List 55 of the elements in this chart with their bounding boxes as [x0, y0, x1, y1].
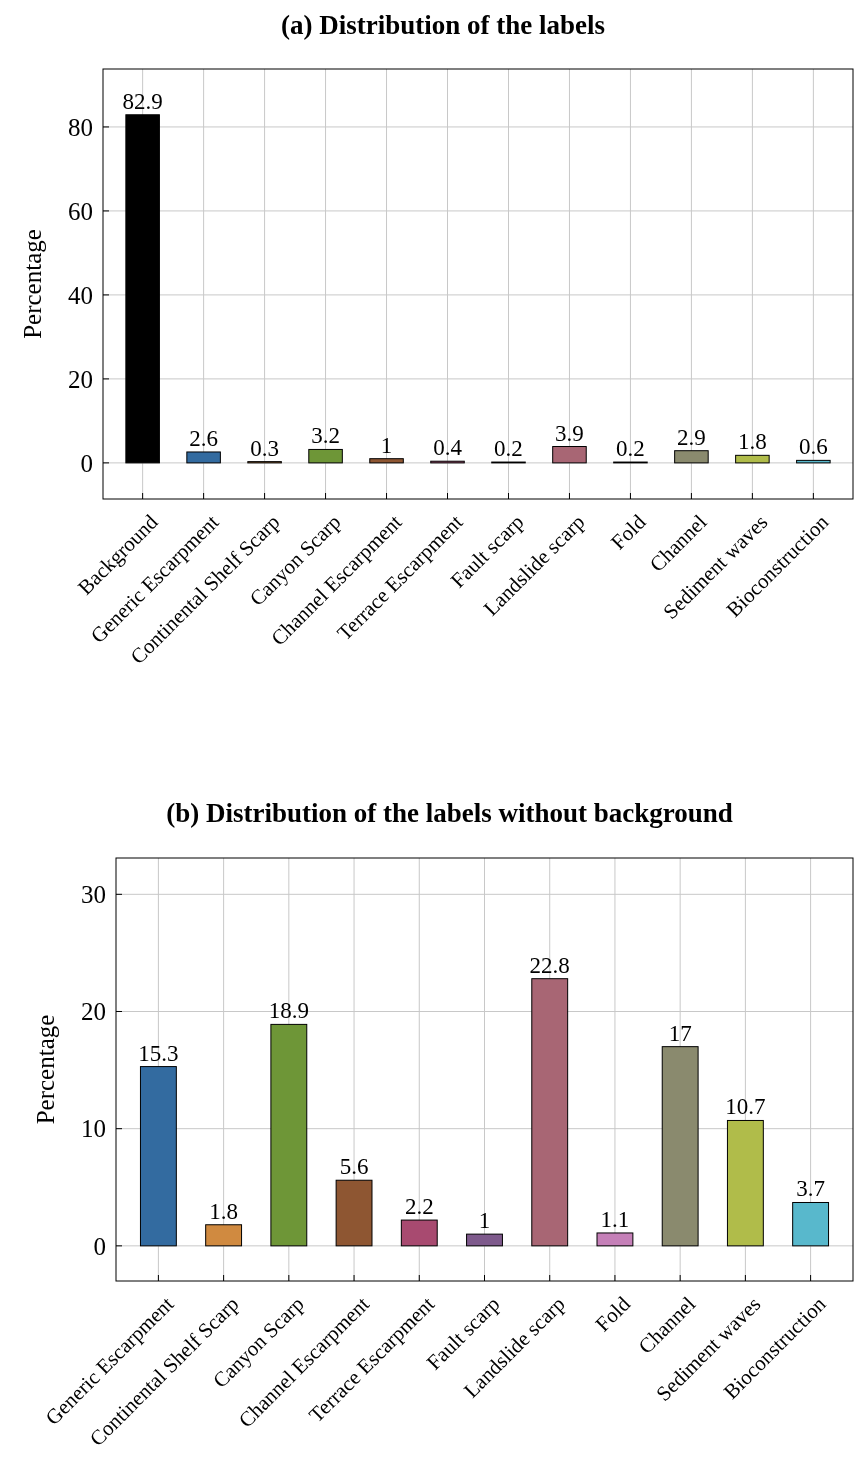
y-axis-title: Percentage [19, 229, 46, 339]
data-label: 82.9 [122, 88, 163, 114]
data-label: 1.8 [209, 1198, 238, 1224]
y-tick-label: 30 [81, 881, 106, 909]
data-label: 5.6 [339, 1154, 369, 1180]
bar [796, 459, 831, 464]
bar [596, 1232, 634, 1247]
bar [735, 454, 770, 464]
data-label: 0.3 [250, 435, 279, 461]
data-label: 3.7 [796, 1176, 825, 1202]
chart-title: (a) Distribution of the labels [281, 10, 605, 40]
data-label: 2.9 [677, 424, 706, 450]
data-label: 0.2 [616, 436, 645, 462]
bar [335, 1179, 373, 1247]
y-tick-label: 0 [80, 449, 93, 477]
y-tick-label: 60 [68, 197, 93, 225]
data-label: 0.4 [433, 435, 463, 461]
data-label: 3.9 [555, 420, 584, 446]
bar [139, 1066, 177, 1247]
bar [205, 1224, 243, 1247]
y-tick-label: 40 [68, 281, 93, 309]
bar [125, 114, 160, 464]
bar [369, 458, 404, 464]
bar [308, 448, 343, 464]
bar [661, 1046, 699, 1247]
data-label: 22.8 [529, 952, 570, 978]
data-label: 3.2 [311, 423, 340, 449]
data-label: 2.2 [404, 1194, 434, 1220]
bar [466, 1233, 503, 1247]
y-tick-label: 20 [81, 998, 106, 1026]
y-tick-label: 0 [93, 1232, 106, 1260]
bar [270, 1023, 308, 1247]
data-label: 10.7 [725, 1094, 766, 1120]
data-label: 1 [380, 432, 393, 458]
y-tick-label: 80 [68, 113, 93, 141]
bar [792, 1201, 830, 1247]
bar [726, 1119, 764, 1247]
data-label: 0.6 [798, 434, 828, 460]
bar [674, 450, 709, 464]
bar [186, 451, 221, 464]
data-label: 0.2 [494, 436, 523, 462]
data-label: 2.6 [189, 425, 218, 451]
data-label: 1.1 [600, 1206, 630, 1232]
y-tick-label: 10 [81, 1115, 106, 1143]
data-label: 1 [478, 1208, 491, 1234]
data-label: 17 [668, 1020, 692, 1046]
y-tick-label: 20 [68, 365, 93, 393]
chart-title: (b) Distribution of the labels without background [166, 798, 733, 828]
bar [400, 1219, 438, 1247]
data-label: 15.3 [138, 1040, 179, 1066]
data-label: 1.8 [738, 429, 767, 455]
y-axis-title: Percentage [32, 1014, 59, 1125]
data-label: 18.9 [268, 998, 309, 1024]
bar [531, 978, 569, 1247]
bar [552, 446, 587, 464]
